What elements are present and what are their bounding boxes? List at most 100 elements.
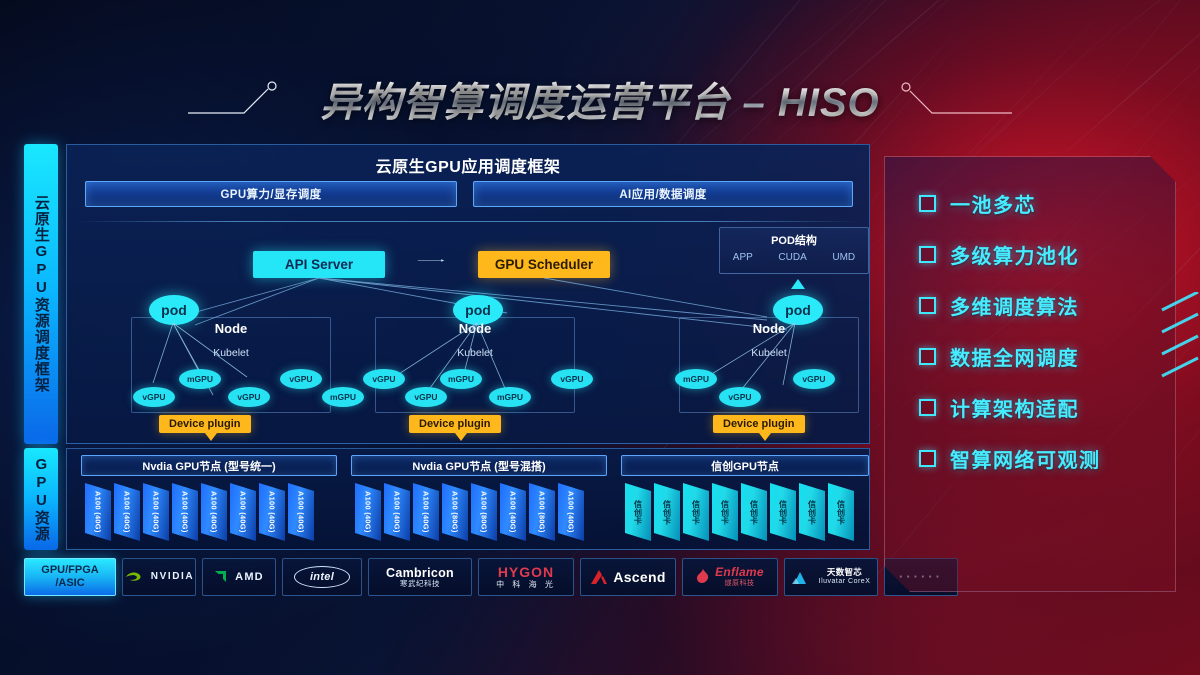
checkbox-icon[interactable] xyxy=(919,246,936,263)
gpu-card[interactable]: A100 (40G) xyxy=(259,483,285,541)
feature-item[interactable]: 智算网络可观测 xyxy=(919,444,1161,473)
checkbox-icon[interactable] xyxy=(919,450,936,467)
gpu-ellipse-vgpu-3[interactable]: vGPU xyxy=(551,369,593,389)
gpu-card[interactable]: A100 (40G) xyxy=(201,483,227,541)
vendor-logo-enflame[interactable]: Enflame 燧原科技 xyxy=(682,558,778,596)
gpu-card[interactable]: A100 (40G) xyxy=(355,483,381,541)
feature-label: 一池多芯 xyxy=(950,189,1036,218)
gpu-card-label: 信创卡 xyxy=(633,500,644,525)
feature-item[interactable]: 计算架构适配 xyxy=(919,393,1161,422)
gpu-card[interactable]: A100 (80G) xyxy=(442,483,468,541)
feature-list: 一池多芯多级算力池化 多维调度算法 数据全网调度计算架构适配 智算网络可观测 xyxy=(919,189,1161,473)
feature-item[interactable]: 多维调度算法 xyxy=(919,291,1161,320)
gpu-ellipse-vgpu-2[interactable]: vGPU xyxy=(228,387,270,407)
gpu-card[interactable]: A100 (40G) xyxy=(413,483,439,541)
gpu-card[interactable]: A100 (80G) xyxy=(471,483,497,541)
gpu-ellipse-mgpu[interactable]: mGPU xyxy=(675,369,717,389)
gpu-card[interactable]: 信创卡 xyxy=(799,483,825,541)
pod-up-arrow xyxy=(791,279,805,289)
gpu-ellipse-vgpu[interactable]: vGPU xyxy=(133,387,175,407)
gpu-card[interactable]: 信创卡 xyxy=(683,483,709,541)
title-area: 异构智算调度运营平台 – HISO xyxy=(0,68,1200,130)
checkbox-icon[interactable] xyxy=(919,399,936,416)
gpu-ellipse-mgpu-2[interactable]: mGPU xyxy=(322,387,364,407)
gpu-card-label: A100 (40G) xyxy=(567,491,576,533)
gpu-card[interactable]: A100 (80G) xyxy=(529,483,555,541)
gpu-ellipse-vgpu-3[interactable]: vGPU xyxy=(280,369,322,389)
gpu-card[interactable]: 信创卡 xyxy=(770,483,796,541)
gpu-card-row-1: A100 (40G) A100 (40G) A100 (40G) A100 (80G)… xyxy=(355,483,584,543)
device-plugin-badge[interactable]: Device plugin xyxy=(713,415,805,433)
gpu-card[interactable]: A100 (40G) xyxy=(558,483,584,541)
gpu-ellipse-vgpu[interactable]: vGPU xyxy=(719,387,761,407)
vendor-text-stack: Cambricon 寒武纪科技 xyxy=(386,566,454,589)
gpu-card-label: A100 (80G) xyxy=(451,491,460,533)
vendor-logo-amd[interactable]: AMD xyxy=(202,558,276,596)
gpu-card-label: A100 (40G) xyxy=(94,491,103,533)
node-group-2: pod Node Kubelet mGPU vGPU vGPU Device p… xyxy=(671,295,867,437)
vendor-text-stack: AMD xyxy=(235,571,264,584)
gpu-card-row-2: 信创卡 信创卡 信创卡 信创卡 信创卡 信创卡 信创卡 信创卡 xyxy=(625,483,854,543)
gpu-card-label: A100 (80G) xyxy=(480,491,489,533)
vendor-logo-hygon[interactable]: HYGON 中 科 海 光 xyxy=(478,558,574,596)
architecture-diagram: 云原生GPU资源调度框架 GPU资源 云原生GPU应用调度框架 GPU算力/显存… xyxy=(24,144,870,600)
vendor-logo-ascend[interactable]: Ascend xyxy=(580,558,676,596)
checkbox-icon[interactable] xyxy=(919,195,936,212)
gpu-card[interactable]: A100 (40G) xyxy=(500,483,526,541)
gpu-card-label: 信创卡 xyxy=(720,500,731,525)
feature-label: 计算架构适配 xyxy=(950,393,1079,422)
gpu-card[interactable]: A100 (40G) xyxy=(172,483,198,541)
vendor-logo-nvidia[interactable]: NVIDIA xyxy=(122,558,196,596)
gpu-card[interactable]: 信创卡 xyxy=(654,483,680,541)
vendor-name: 天数智芯 xyxy=(827,568,862,578)
vendor-name: Enflame xyxy=(715,566,764,580)
vendor-logo-cambricon[interactable]: Cambricon 寒武纪科技 xyxy=(368,558,472,596)
vendor-category-badge: GPU/FPGA /ASIC xyxy=(24,558,116,596)
gpu-card[interactable]: 信创卡 xyxy=(741,483,767,541)
enflame-logo-icon xyxy=(696,569,710,585)
gpu-resource-panel: Nvdia GPU节点 (型号统一) Nvdia GPU节点 (型号混搭) 信创… xyxy=(66,448,870,550)
vendor-logo-iluvatar[interactable]: 天数智芯 Iluvatar CoreX xyxy=(784,558,878,596)
gpu-card[interactable]: A100 (40G) xyxy=(143,483,169,541)
side-label-gpu-resource: GPU资源 xyxy=(24,448,58,550)
vendor-name: Cambricon xyxy=(386,566,454,580)
gpu-card[interactable]: 信创卡 xyxy=(625,483,651,541)
gpu-ellipse-mgpu[interactable]: mGPU xyxy=(179,369,221,389)
gpu-card[interactable]: 信创卡 xyxy=(712,483,738,541)
gpu-card-row-0: A100 (40G) A100 (40G) A100 (40G) A100 (40G)… xyxy=(85,483,314,543)
slide-canvas: 异构智算调度运营平台 – HISO 云原生GPU资源调度框架 GPU资源 云原生… xyxy=(0,0,1200,675)
gpu-node-bar-2[interactable]: 信创GPU节点 xyxy=(621,455,869,476)
gpu-ellipse-vgpu-2[interactable]: vGPU xyxy=(405,387,447,407)
vendor-name: AMD xyxy=(235,571,264,584)
iluvatar-logo-icon xyxy=(792,569,814,585)
feature-item[interactable]: 一池多芯 xyxy=(919,189,1161,218)
gpu-node-bar-0[interactable]: Nvdia GPU节点 (型号统一) xyxy=(81,455,337,476)
feature-label: 智算网络可观测 xyxy=(950,444,1101,473)
gpu-ellipse-mgpu-2[interactable]: mGPU xyxy=(489,387,531,407)
device-plugin-arrow xyxy=(759,433,771,441)
gpu-node-bar-1[interactable]: Nvdia GPU节点 (型号混搭) xyxy=(351,455,607,476)
gpu-card-label: 信创卡 xyxy=(807,500,818,525)
gpu-card[interactable]: A100 (40G) xyxy=(230,483,256,541)
device-plugin-badge[interactable]: Device plugin xyxy=(159,415,251,433)
device-plugin-badge[interactable]: Device plugin xyxy=(409,415,501,433)
gpu-ellipse-mgpu[interactable]: mGPU xyxy=(440,369,482,389)
gpu-card-label: A100 (40G) xyxy=(364,491,373,533)
checkbox-icon[interactable] xyxy=(919,348,936,365)
gpu-card-label: A100 (40G) xyxy=(123,491,132,533)
checkbox-icon[interactable] xyxy=(919,297,936,314)
node-group-1: pod Node Kubelet vGPU mGPU vGPU mGPU vGP… xyxy=(367,295,583,437)
intel-ring-icon xyxy=(294,566,350,588)
amd-logo-icon xyxy=(214,570,230,584)
gpu-card[interactable]: 信创卡 xyxy=(828,483,854,541)
gpu-card[interactable]: A100 (40G) xyxy=(384,483,410,541)
gpu-ellipse-vgpu-2[interactable]: vGPU xyxy=(793,369,835,389)
gpu-ellipse-vgpu[interactable]: vGPU xyxy=(363,369,405,389)
gpu-card[interactable]: A100 (40G) xyxy=(85,483,111,541)
gpu-card-label: A100 (40G) xyxy=(297,491,306,533)
feature-item[interactable]: 多级算力池化 xyxy=(919,240,1161,269)
feature-item[interactable]: 数据全网调度 xyxy=(919,342,1161,371)
vendor-logo-intel[interactable]: intel xyxy=(282,558,362,596)
gpu-card[interactable]: A100 (40G) xyxy=(288,483,314,541)
gpu-card[interactable]: A100 (40G) xyxy=(114,483,140,541)
